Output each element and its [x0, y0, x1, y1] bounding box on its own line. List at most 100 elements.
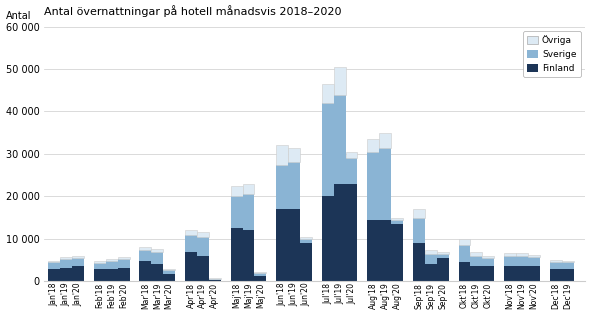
Bar: [550, 269, 561, 281]
Bar: [288, 147, 300, 163]
Bar: [550, 260, 561, 262]
Bar: [504, 256, 516, 266]
Bar: [561, 262, 573, 269]
Bar: [163, 274, 175, 281]
Bar: [379, 220, 391, 281]
Bar: [322, 103, 334, 196]
Bar: [322, 84, 334, 103]
Bar: [391, 224, 403, 281]
Bar: [230, 228, 242, 281]
Bar: [334, 67, 346, 94]
Bar: [300, 237, 312, 239]
Bar: [459, 239, 470, 245]
Bar: [379, 133, 391, 147]
Bar: [48, 262, 60, 269]
Bar: [482, 266, 494, 281]
Bar: [288, 163, 300, 209]
Bar: [346, 184, 358, 281]
Bar: [139, 247, 151, 250]
Bar: [391, 218, 403, 220]
Bar: [254, 276, 267, 281]
Bar: [106, 259, 118, 261]
Bar: [254, 273, 267, 276]
Bar: [482, 256, 494, 258]
Text: Antal övernattningar på hotell månadsvis 2018–2020: Antal övernattningar på hotell månadsvis…: [44, 6, 342, 17]
Bar: [550, 262, 561, 269]
Bar: [197, 237, 209, 256]
Bar: [528, 266, 540, 281]
Bar: [470, 256, 482, 266]
Bar: [528, 257, 540, 266]
Bar: [60, 257, 72, 259]
Bar: [276, 164, 288, 209]
Bar: [185, 252, 197, 281]
Bar: [60, 259, 72, 268]
Bar: [242, 184, 254, 194]
Bar: [151, 264, 163, 281]
Bar: [72, 266, 84, 281]
Bar: [94, 263, 106, 269]
Bar: [254, 272, 267, 273]
Bar: [482, 258, 494, 266]
Bar: [504, 253, 516, 256]
Bar: [561, 261, 573, 262]
Bar: [504, 266, 516, 281]
Bar: [346, 158, 358, 184]
Bar: [516, 253, 528, 256]
Legend: Övriga, Sverige, Finland: Övriga, Sverige, Finland: [523, 31, 581, 77]
Bar: [425, 254, 437, 264]
Bar: [163, 269, 175, 270]
Bar: [528, 255, 540, 257]
Bar: [106, 269, 118, 281]
Bar: [516, 256, 528, 266]
Bar: [242, 194, 254, 230]
Bar: [379, 147, 391, 220]
Bar: [425, 250, 437, 254]
Bar: [94, 269, 106, 281]
Bar: [151, 252, 163, 264]
Bar: [413, 243, 425, 281]
Bar: [151, 249, 163, 252]
Bar: [413, 209, 425, 218]
Bar: [118, 257, 129, 259]
Bar: [300, 239, 312, 243]
Bar: [288, 209, 300, 281]
Bar: [230, 186, 242, 196]
Bar: [516, 266, 528, 281]
Bar: [72, 258, 84, 266]
Bar: [60, 268, 72, 281]
Bar: [437, 252, 449, 254]
Bar: [276, 209, 288, 281]
Bar: [470, 252, 482, 256]
Bar: [209, 278, 220, 279]
Bar: [185, 230, 197, 235]
Bar: [209, 279, 220, 280]
Bar: [197, 232, 209, 237]
Bar: [72, 256, 84, 258]
Bar: [322, 196, 334, 281]
Bar: [48, 261, 60, 262]
Bar: [118, 259, 129, 268]
Bar: [106, 261, 118, 269]
Bar: [425, 264, 437, 281]
Bar: [94, 261, 106, 263]
Bar: [48, 269, 60, 281]
Bar: [368, 139, 379, 152]
Bar: [163, 270, 175, 274]
Bar: [276, 146, 288, 164]
Bar: [437, 254, 449, 258]
Bar: [197, 256, 209, 281]
Bar: [139, 261, 151, 281]
Bar: [334, 94, 346, 184]
Bar: [334, 184, 346, 281]
Bar: [437, 258, 449, 281]
Bar: [242, 230, 254, 281]
Bar: [368, 220, 379, 281]
Bar: [413, 218, 425, 243]
Bar: [209, 280, 220, 281]
Bar: [300, 243, 312, 281]
Bar: [561, 269, 573, 281]
Bar: [346, 152, 358, 158]
Bar: [118, 268, 129, 281]
Bar: [391, 220, 403, 224]
